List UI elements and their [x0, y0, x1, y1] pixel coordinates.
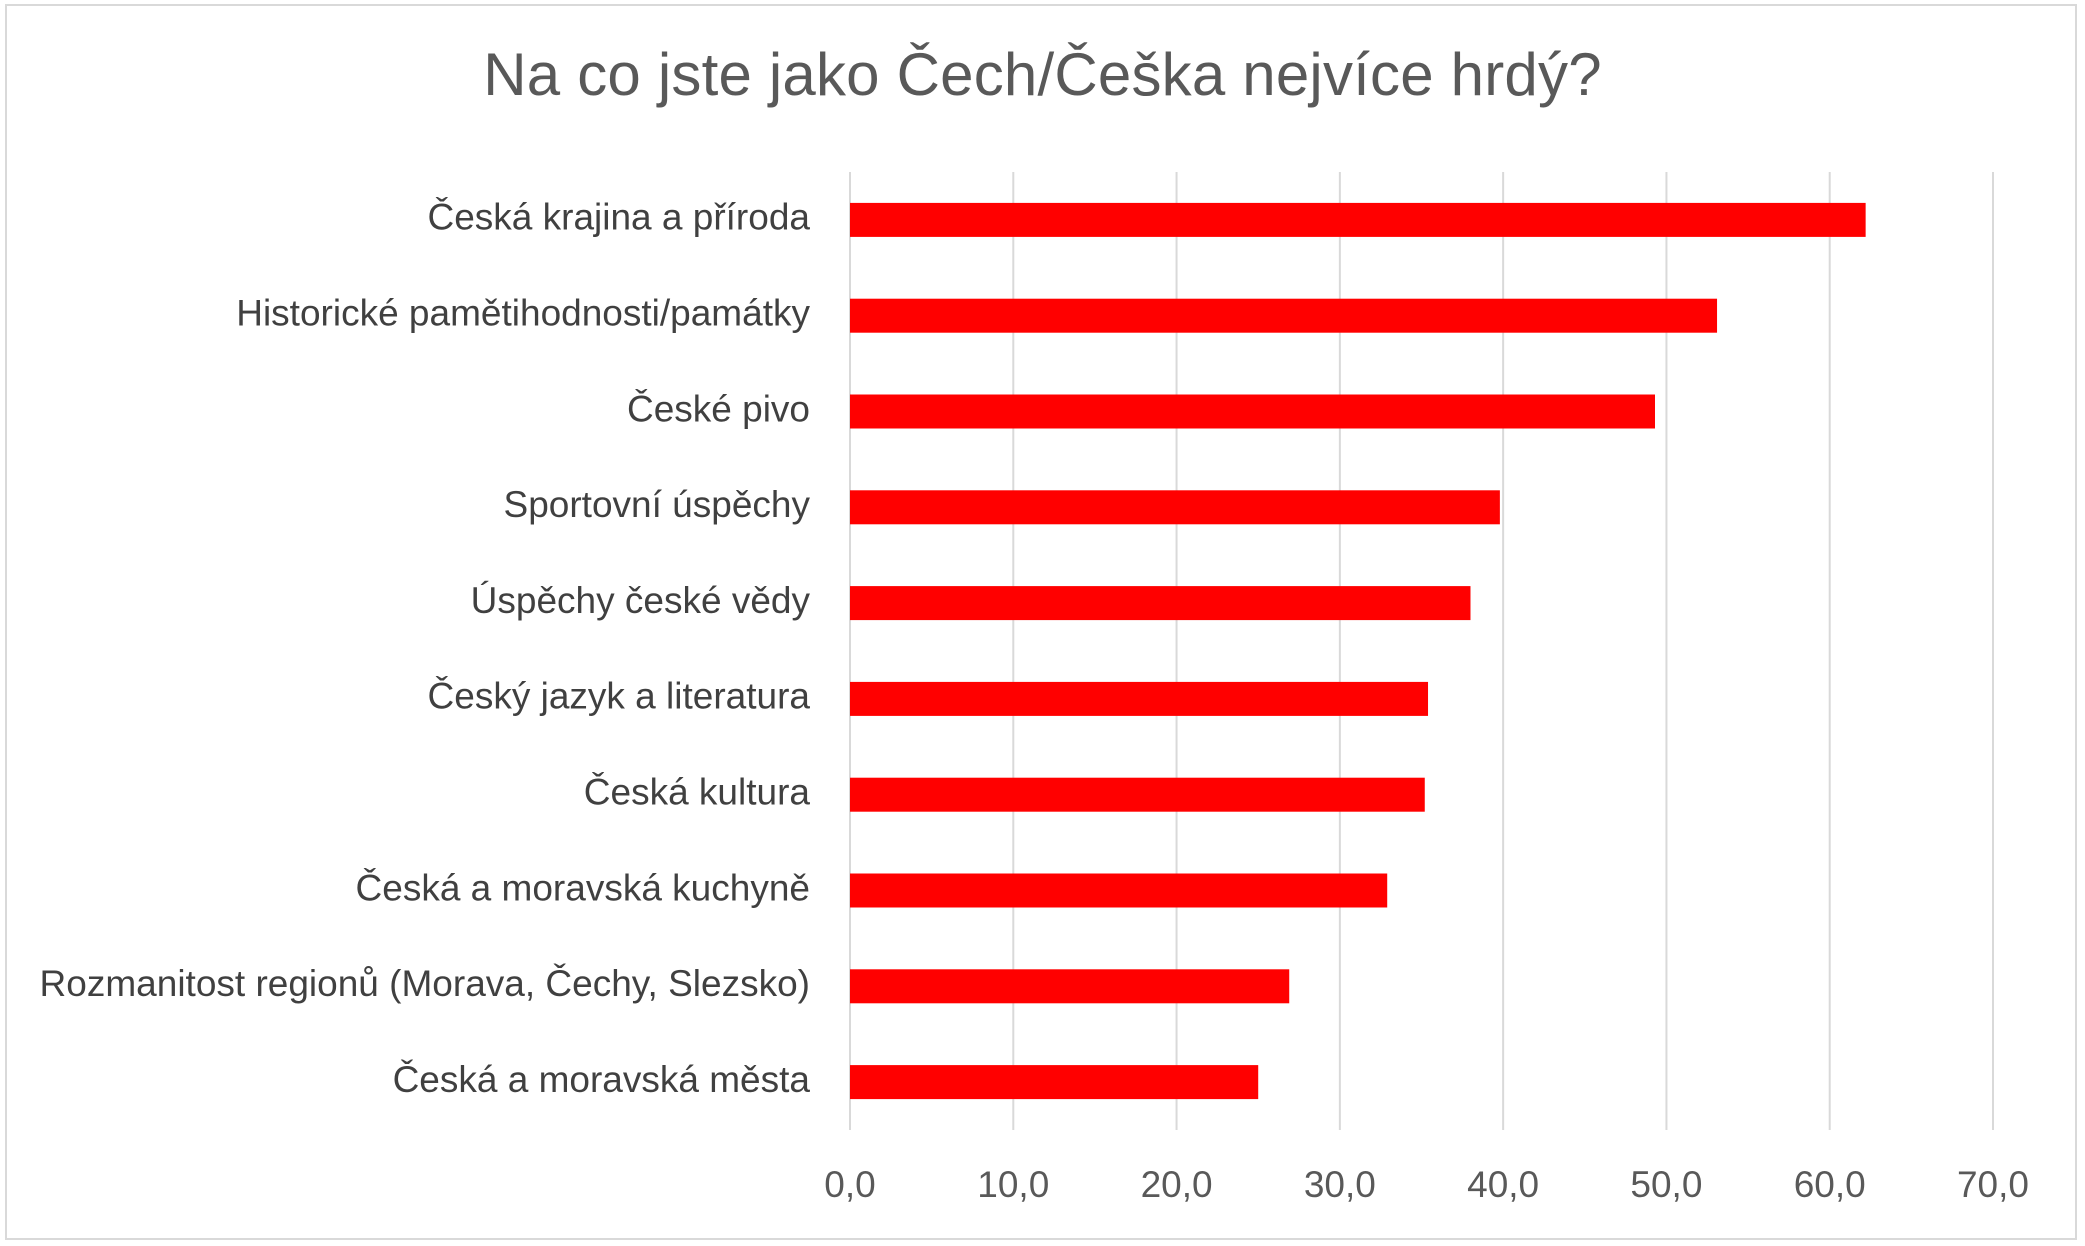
- category-label: České pivo: [627, 388, 810, 429]
- category-label: Historické pamětihodnosti/památky: [236, 292, 810, 333]
- bar: [850, 873, 1388, 908]
- category-label: Česká a moravská kuchyně: [356, 867, 810, 908]
- category-label: Česká a moravská města: [393, 1059, 811, 1100]
- bar: [850, 586, 1471, 621]
- x-tick-label: 0,0: [824, 1164, 875, 1205]
- category-label: Český jazyk a literatura: [428, 676, 811, 717]
- x-tick-label: 70,0: [1957, 1164, 2029, 1205]
- category-label: Rozmanitost regionů (Morava, Čechy, Slez…: [40, 963, 810, 1004]
- bar: [850, 202, 1866, 237]
- category-label: Sportovní úspěchy: [504, 484, 811, 525]
- bar: [850, 298, 1718, 333]
- bar: [850, 681, 1429, 716]
- bar: [850, 777, 1425, 812]
- x-tick-label: 20,0: [1141, 1164, 1213, 1205]
- x-tick-label: 60,0: [1794, 1164, 1866, 1205]
- x-tick-label: 40,0: [1467, 1164, 1539, 1205]
- bar: [850, 394, 1655, 429]
- x-tick-label: 10,0: [977, 1164, 1049, 1205]
- category-label: Česká krajina a příroda: [427, 197, 810, 238]
- bars: [850, 202, 1866, 1100]
- category-label: Úspěchy české vědy: [471, 580, 811, 621]
- x-tick-labels: 0,0 10,0 20,0 30,0 40,0 50,0 60,0 70,0: [824, 1164, 2029, 1205]
- x-tick-label: 30,0: [1304, 1164, 1376, 1205]
- category-labels: Česká krajina a příroda Historické paměti…: [40, 197, 811, 1100]
- chart-title: Na co jste jako Čech/Češka nejvíce hrdý?: [483, 41, 1602, 108]
- x-tick-label: 50,0: [1630, 1164, 1702, 1205]
- bar: [850, 490, 1500, 525]
- category-label: Česká kultura: [584, 771, 811, 812]
- bar: [850, 969, 1290, 1004]
- bar: [850, 1065, 1259, 1100]
